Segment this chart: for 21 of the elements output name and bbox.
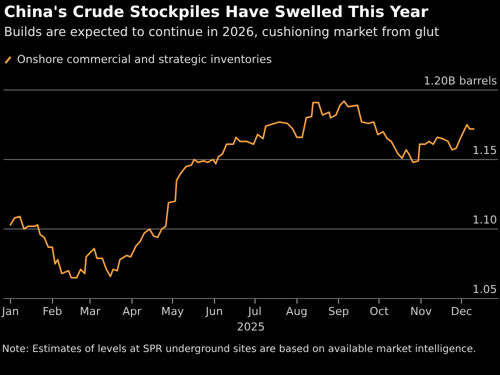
x-tick-label: Dec (450, 305, 472, 318)
legend-label: Onshore commercial and strategic inventories (17, 53, 272, 66)
y-tick-label: 1.05 (472, 282, 497, 296)
x-tick-label: Jun (204, 305, 224, 318)
x-axis-title: 2025 (236, 320, 265, 334)
x-tick-label: May (161, 305, 184, 318)
text: Note: Estimates of levels at SPR underground sites are based on available market intelligence. (2, 344, 476, 355)
x-tick-label: Jan (0, 305, 19, 318)
x-tick-label: Jul (247, 305, 262, 318)
y-tick-label: 1.15 (472, 144, 497, 157)
chart-title: China's Crude Stockpiles Have Swelled This Year (4, 3, 428, 21)
x-tick-label: Aug (286, 305, 308, 318)
y-tick-label: 1.20B barrels (424, 74, 498, 88)
chart-subtitle: Builds are expected to continue in 2026, cushioning market from glut (4, 24, 440, 39)
x-tick-label: Nov (410, 305, 432, 318)
x-tick-label: Feb (42, 305, 62, 318)
y-tick-label: 1.10 (472, 213, 497, 226)
x-tick-label: Apr (122, 305, 142, 318)
x-tick-label: Oct (370, 305, 390, 318)
x-tick-label: Sep (328, 305, 350, 318)
x-tick-label: Mar (80, 305, 102, 318)
